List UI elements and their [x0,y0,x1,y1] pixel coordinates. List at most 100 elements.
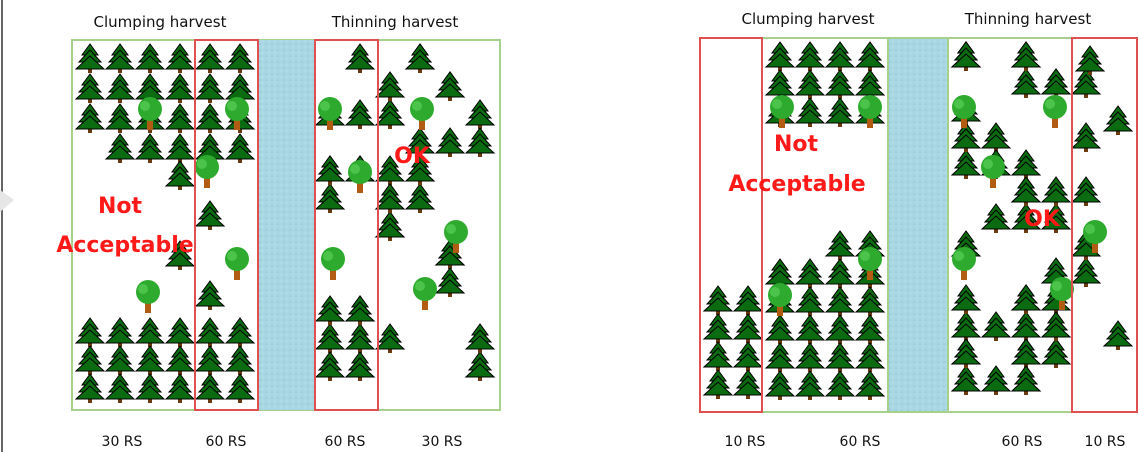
conifer [106,346,134,375]
label: Acceptable [56,233,193,258]
conifer [734,286,762,315]
conifer [766,42,794,71]
conifer [952,366,980,395]
bottom-label: 10 RS [1085,434,1126,450]
conifer [466,352,494,381]
conifer [766,371,794,400]
conifer [316,296,344,325]
conifer [316,184,344,213]
deciduous-tree [952,95,976,128]
bottom-label: 30 RS [102,434,143,450]
conifer [376,184,404,213]
conifer [106,318,134,347]
conifer [704,370,732,399]
chevron [0,190,14,212]
conifer [1012,285,1040,314]
conifer [826,343,854,372]
conifer [1076,46,1104,75]
conifer [796,287,824,316]
header: Thinning harvest [964,10,1092,28]
conifer [196,374,224,403]
conifer [796,70,824,99]
conifer [136,134,164,163]
conifer [406,44,434,73]
conifer [796,343,824,372]
conifer [796,259,824,288]
conifer [1072,69,1100,98]
conifer [136,44,164,73]
conifer [1072,258,1100,287]
conifer [106,104,134,133]
conifer [856,70,884,99]
river [888,38,948,412]
conifer [466,324,494,353]
deciduous-tree [136,280,160,313]
conifer [436,240,464,269]
conifer [766,315,794,344]
conifer [196,346,224,375]
conifer [346,296,374,325]
conifer [76,104,104,133]
conifer [316,156,344,185]
conifer [76,346,104,375]
deciduous-tree [1043,95,1067,128]
conifer [734,314,762,343]
conifer [1042,177,1070,206]
deciduous-tree [225,247,249,280]
conifer [466,128,494,157]
conifer [1012,150,1040,179]
conifer [166,74,194,103]
conifer [196,318,224,347]
conifer [136,346,164,375]
conifer [226,318,254,347]
conifer [734,342,762,371]
conifer [106,44,134,73]
conifer [196,74,224,103]
bottom-label: 60 RS [325,434,366,450]
conifer [1012,366,1040,395]
conifer [76,44,104,73]
conifer [436,128,464,157]
conifer [346,100,374,129]
deciduous-tree [195,155,219,188]
conifer [796,371,824,400]
river [258,40,315,410]
label: OK [1024,207,1061,232]
conifer [826,315,854,344]
conifer [376,324,404,353]
conifer [376,72,404,101]
conifer [346,352,374,381]
conifer [136,318,164,347]
conifer [826,98,854,127]
deciduous-tree [981,155,1005,188]
conifer [76,74,104,103]
conifer [196,201,224,230]
conifer [406,184,434,213]
conifer [826,70,854,99]
conifer [466,100,494,129]
conifer [704,314,732,343]
conifer [1012,339,1040,368]
conifer [106,134,134,163]
conifer [226,374,254,403]
bottom-label: 60 RS [840,434,881,450]
deciduous-tree [410,97,434,130]
conifer [166,104,194,133]
conifer [704,342,732,371]
conifer [76,374,104,403]
header: Thinning harvest [331,13,459,31]
conifer [856,42,884,71]
conifer [796,42,824,71]
bottom-label: 60 RS [206,434,247,450]
conifer [76,318,104,347]
conifer [982,366,1010,395]
conifer [952,312,980,341]
conifer [226,134,254,163]
conifer [226,346,254,375]
conifer [982,204,1010,233]
bottom-label: 30 RS [422,434,463,450]
conifer [196,104,224,133]
conifer [346,44,374,73]
conifer [166,44,194,73]
conifer [166,161,194,190]
